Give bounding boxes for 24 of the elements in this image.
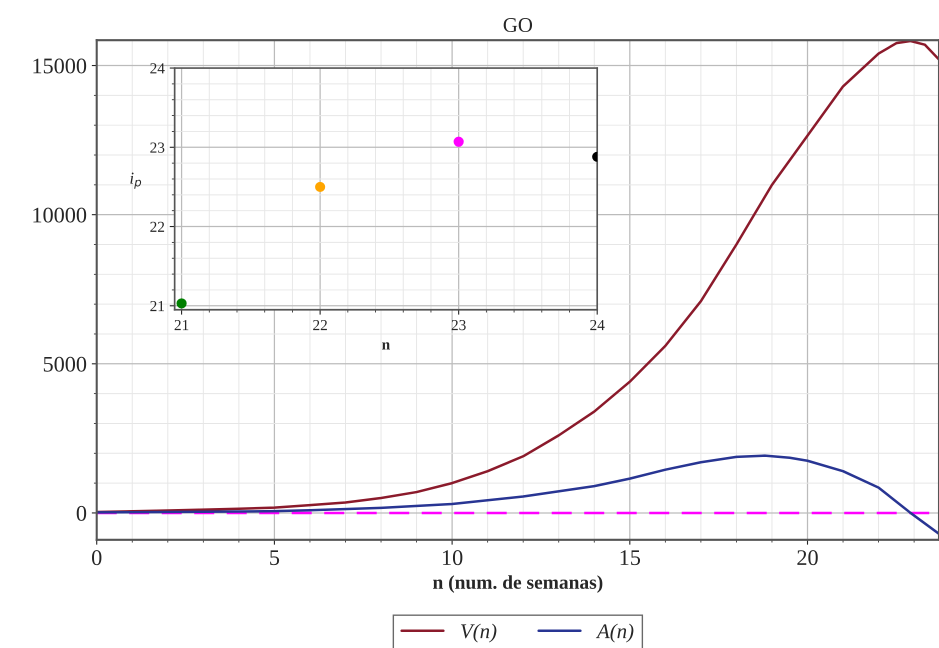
y-tick-label: 22 <box>150 222 164 232</box>
y-tick-label: 23 <box>150 142 164 153</box>
y-tick-label: 24 <box>150 63 165 74</box>
x-tick-label: 10 <box>442 550 462 566</box>
x-axis-title: n <box>382 342 390 350</box>
chart-title: GO <box>504 18 532 32</box>
x-tick-label: 0 <box>92 550 102 566</box>
x-tick-label: 23 <box>452 320 466 330</box>
legend-label: A(n) <box>596 624 634 643</box>
y-tick-label: 21 <box>150 300 164 312</box>
x-tick-label: 21 <box>174 320 188 330</box>
line-series <box>96 454 939 536</box>
x-tick-label: 15 <box>620 550 640 566</box>
x-tick-label: 22 <box>313 320 327 330</box>
y-axis-title: i$_{p}$ <box>130 172 142 189</box>
legend-label: V(n) <box>461 624 496 643</box>
y-tick-label: 10000 <box>33 208 86 223</box>
x-tick-label: 20 <box>797 550 818 566</box>
y-tick-label: 15000 <box>33 58 86 74</box>
y-tick-label: 5000 <box>44 356 86 372</box>
x-tick-label: 5 <box>270 550 280 566</box>
y-tick-label: 0 <box>76 506 86 521</box>
x-tick-label: 24 <box>590 320 605 330</box>
x-axis-title: n (num. de semanas) <box>433 575 602 593</box>
